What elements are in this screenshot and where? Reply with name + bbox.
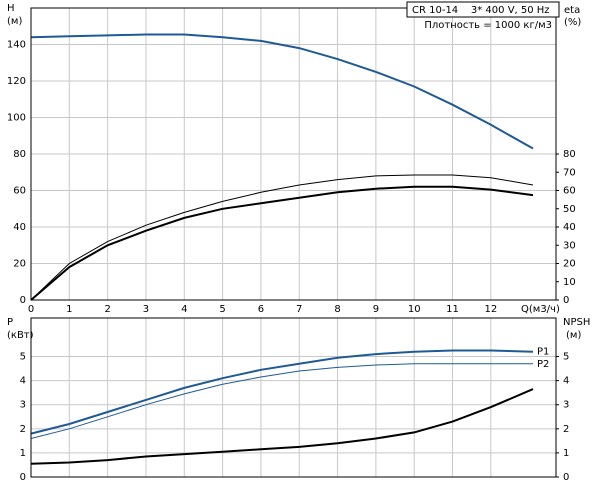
y-tick-label: 4 — [20, 376, 26, 387]
y-tick-label: 100 — [7, 113, 26, 124]
x-tick-label: 0 — [28, 304, 34, 315]
x-tick-label: 10 — [408, 304, 421, 315]
series-line — [30, 363, 533, 439]
y2-tick-label: 10 — [563, 277, 576, 288]
y-axis-label: P — [7, 317, 13, 328]
series-line — [30, 388, 534, 465]
series-line — [30, 174, 534, 301]
y2-tick-label: 5 — [563, 352, 569, 363]
y-tick-label: 0 — [20, 295, 26, 306]
pump-info: CR 10-14 3* 400 V, 50 Hz — [412, 5, 550, 16]
y2-axis-label: NPSH — [563, 317, 590, 328]
y2-tick-label: 60 — [563, 186, 576, 197]
y-axis-label: H — [7, 3, 15, 14]
y-tick-label: 1 — [20, 448, 26, 459]
y-tick-label: 140 — [7, 40, 26, 51]
y2-tick-label: 80 — [563, 149, 576, 160]
y2-tick-label: 30 — [563, 240, 576, 251]
y2-axis-unit: (м) — [566, 330, 581, 341]
y-tick-label: 60 — [13, 186, 26, 197]
x-tick-label: 8 — [334, 304, 340, 315]
y2-tick-label: 70 — [563, 167, 576, 178]
y2-axis-label: eta — [564, 5, 580, 16]
x-axis-label: Q(м3/ч) — [521, 304, 560, 315]
x-tick-label: 9 — [373, 304, 379, 315]
info-box — [406, 1, 560, 18]
y2-tick-label: 20 — [563, 259, 576, 270]
x-tick-label: 3 — [143, 304, 149, 315]
y2-tick-label: 1 — [563, 448, 569, 459]
series-line — [30, 185, 534, 301]
y2-tick-label: 2 — [563, 424, 569, 435]
y-tick-label: 2 — [20, 424, 26, 435]
y2-tick-label: 0 — [563, 295, 569, 306]
y2-axis-unit: (%) — [564, 17, 581, 28]
x-tick-label: 12 — [484, 304, 497, 315]
bottom-frame — [30, 317, 557, 478]
y-tick-label: 5 — [20, 352, 26, 363]
x-tick-label: 2 — [104, 304, 110, 315]
x-tick-label: 5 — [219, 304, 225, 315]
series-line — [30, 349, 534, 435]
series-line — [30, 33, 534, 150]
y-tick-label: 3 — [20, 400, 26, 411]
x-tick-label: 4 — [181, 304, 187, 315]
y2-tick-label: 4 — [563, 376, 569, 387]
y-tick-label: 0 — [20, 472, 26, 480]
y2-tick-label: 50 — [563, 204, 576, 215]
y2-tick-label: 3 — [563, 400, 569, 411]
y2-tick-label: 40 — [563, 222, 576, 233]
series-label: P1 — [537, 347, 549, 358]
y-tick-label: 20 — [13, 259, 26, 270]
y-tick-label: 80 — [13, 149, 26, 160]
x-tick-label: 11 — [446, 304, 459, 315]
y-tick-label: 120 — [7, 76, 26, 87]
density-note: Плотность = 1000 кг/м3 — [424, 20, 552, 31]
x-tick-label: 7 — [296, 304, 302, 315]
x-tick-label: 6 — [258, 304, 264, 315]
x-tick-label: 1 — [66, 304, 72, 315]
y-axis-unit: (кВт) — [7, 330, 34, 341]
series-label: P2 — [537, 359, 549, 370]
y2-tick-label: 0 — [563, 472, 569, 480]
y-tick-label: 40 — [13, 222, 26, 233]
y-axis-unit: (м) — [7, 16, 22, 27]
